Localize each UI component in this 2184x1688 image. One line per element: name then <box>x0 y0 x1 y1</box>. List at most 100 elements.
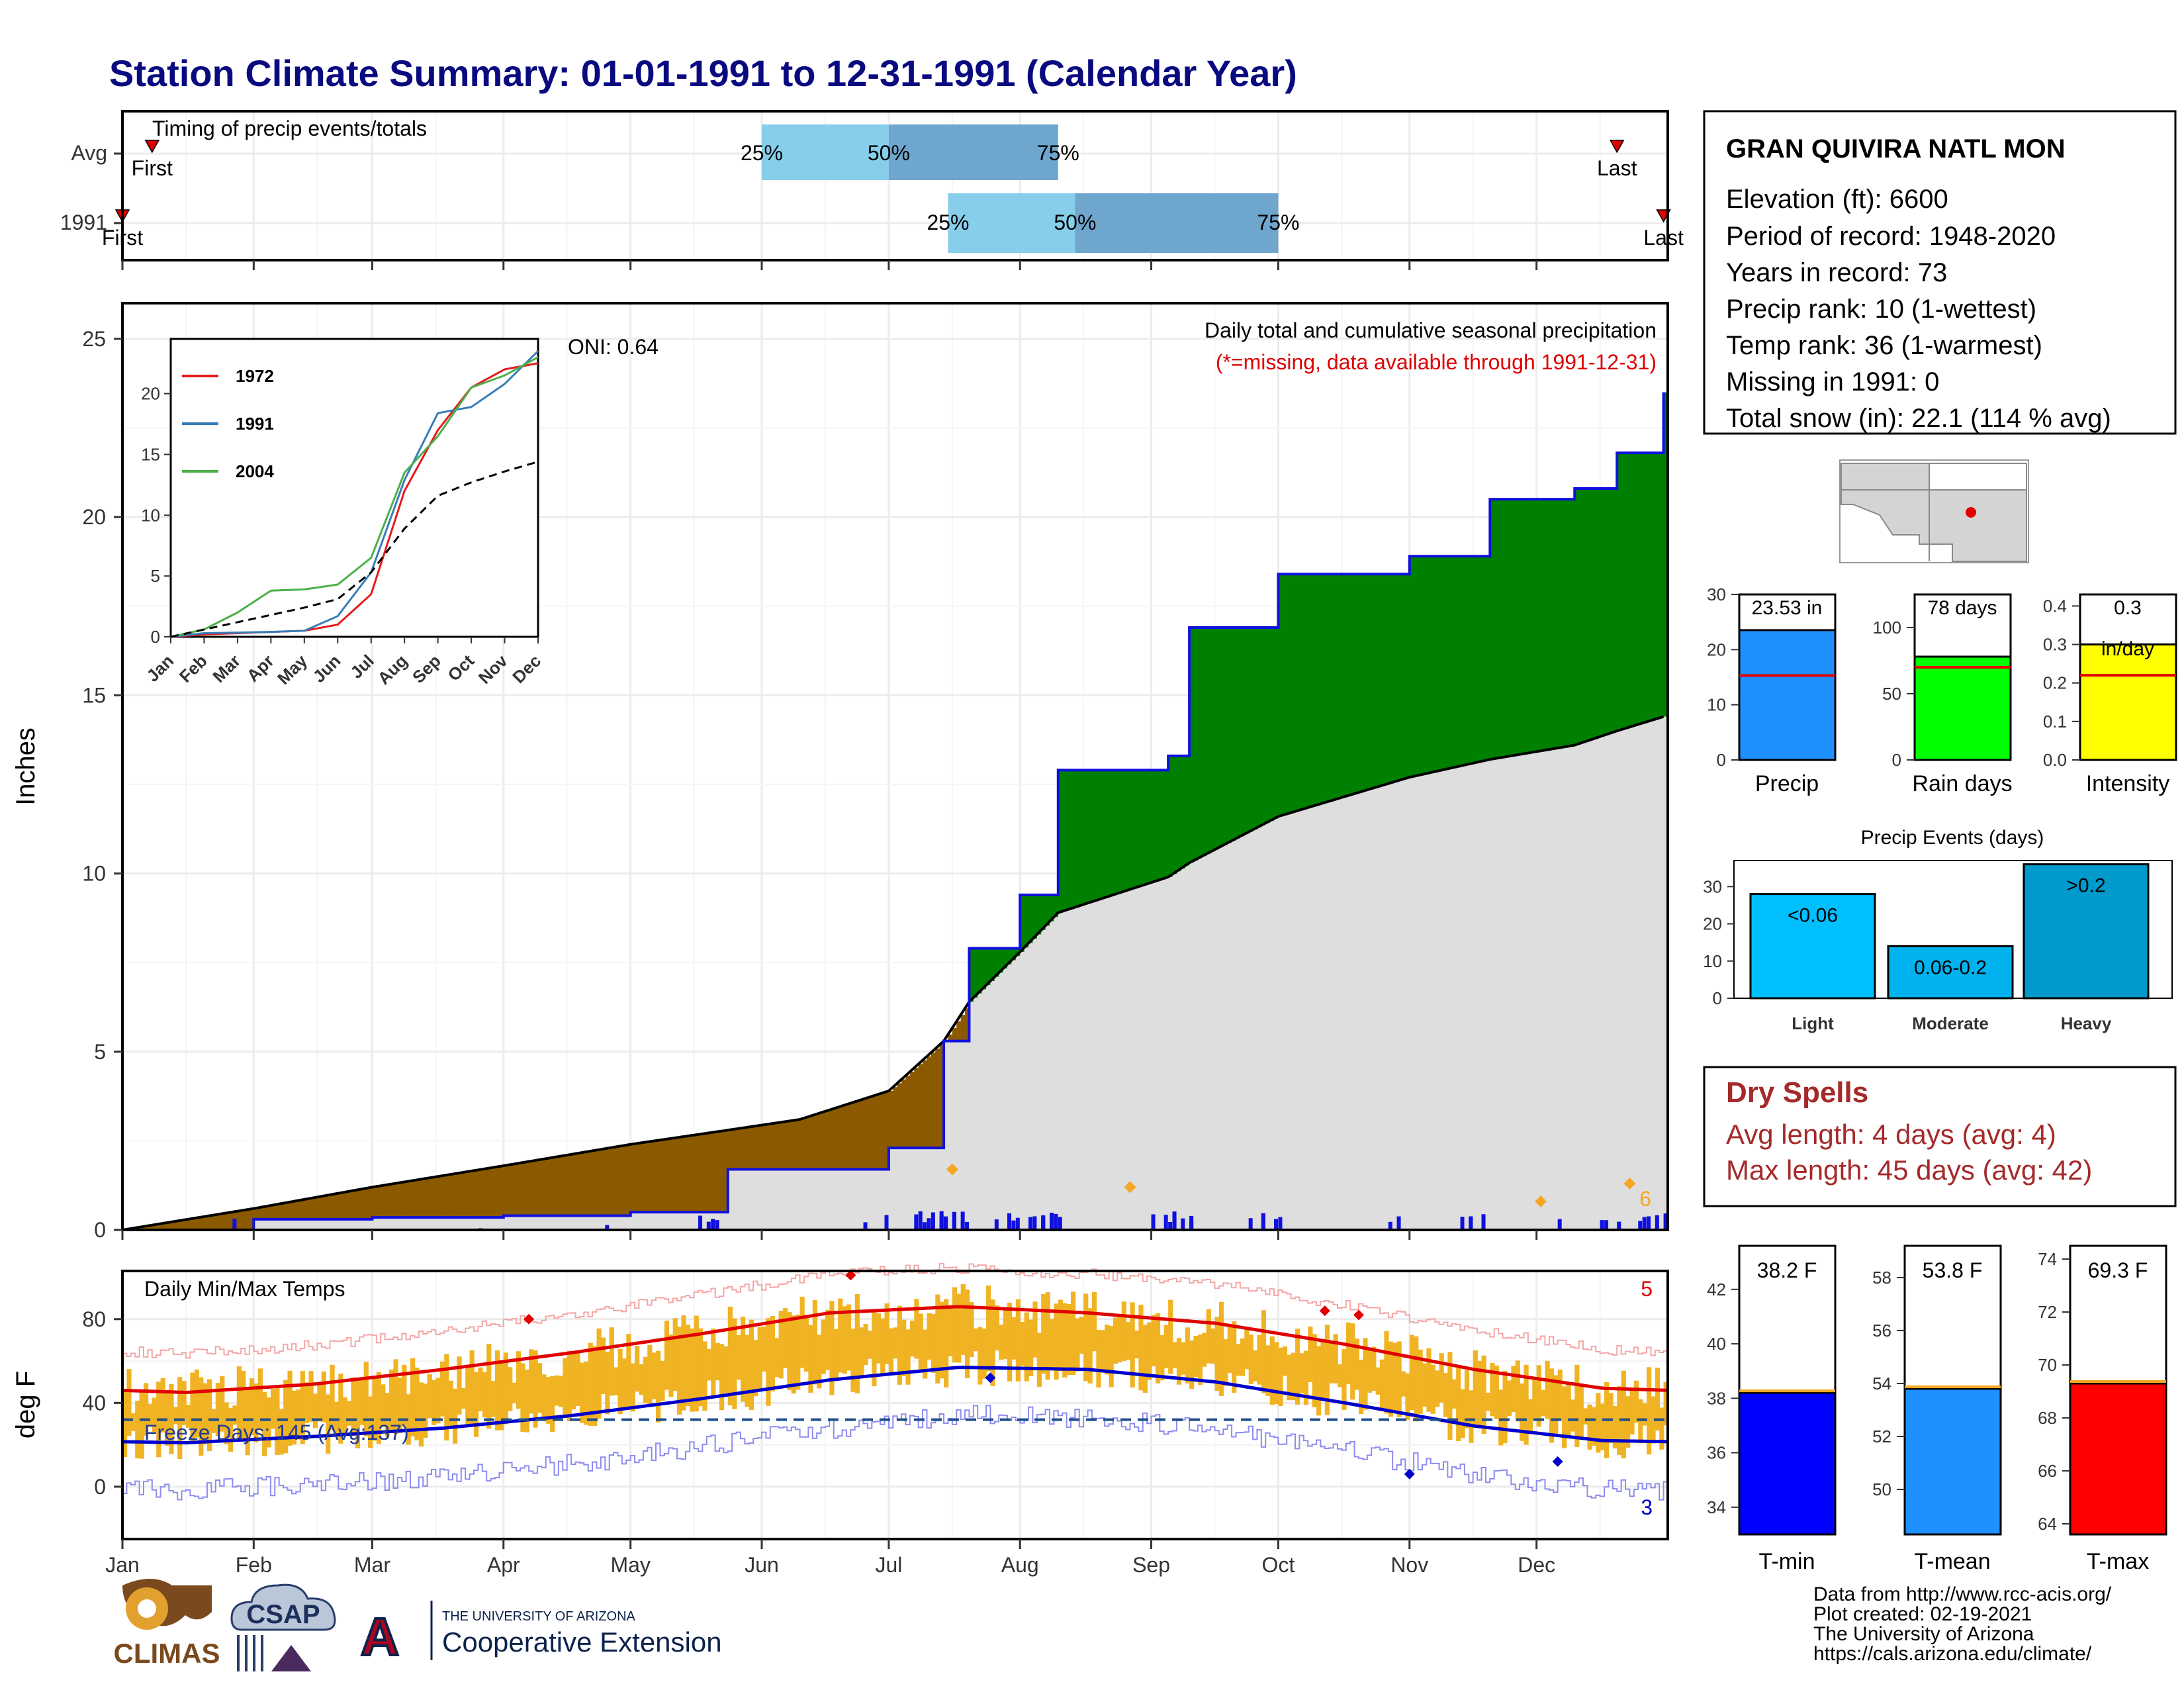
daily-temp-bar <box>1316 1346 1322 1416</box>
daily-precip-bar <box>1181 1218 1185 1230</box>
summary-bar-tick-label: 30 <box>1707 585 1726 604</box>
precip-surplus-area <box>1469 556 1474 765</box>
summary-bar-value-label: 78 days <box>1927 597 1997 619</box>
precip-surplus-area <box>1214 628 1220 850</box>
daily-temp-bar <box>1638 1399 1643 1444</box>
precip-surplus-area <box>1109 770 1114 896</box>
precip-surplus-area <box>1545 499 1550 751</box>
precip-surplus-area <box>1244 628 1250 835</box>
footer-credits: Data from http://www.rcc-acis.org/ Plot … <box>1813 1583 2112 1665</box>
record-marker-icon <box>1552 1456 1563 1467</box>
daily-temp-bar <box>1028 1319 1034 1377</box>
daily-temp-bar <box>330 1364 335 1430</box>
month-label: Sep <box>1132 1553 1170 1577</box>
daily-temp-bar <box>614 1367 619 1395</box>
timing-label: Timing of precip events/totals <box>152 117 427 140</box>
daily-precip-bar <box>1261 1213 1265 1230</box>
daily-temp-bar <box>199 1377 204 1456</box>
precip-deficit-area <box>719 1131 725 1213</box>
daily-precip-bar <box>1388 1221 1392 1230</box>
daily-temp-bar <box>782 1308 788 1368</box>
daily-temp-bar <box>846 1304 852 1371</box>
daily-precip-bar <box>1604 1220 1609 1230</box>
daily-precip-bar <box>706 1221 711 1230</box>
precip-deficit-area <box>206 1216 212 1230</box>
daily-temp-bar <box>432 1380 437 1425</box>
daily-temp-bar <box>397 1378 403 1434</box>
daily-temp-bar <box>1312 1334 1317 1407</box>
precip-deficit-area <box>808 1116 813 1170</box>
daily-temp-bar <box>986 1285 991 1372</box>
daily-temp-bar <box>876 1313 881 1364</box>
precip-deficit-area <box>291 1201 296 1219</box>
dry-spells-box: Dry Spells Avg length: 4 days (avg: 4) M… <box>1703 1066 2177 1207</box>
summary-bar-tick-label: 0.2 <box>2043 673 2067 693</box>
precip-deficit-area <box>803 1118 809 1170</box>
precip-deficit-area <box>245 1209 250 1230</box>
precip-surplus-area <box>1054 894 1059 917</box>
precip-deficit-area <box>190 1219 195 1230</box>
daily-temp-bar <box>635 1346 640 1392</box>
daily-temp-bar <box>872 1311 877 1387</box>
precip-surplus-area <box>1405 574 1410 779</box>
precip-surplus-area <box>1451 556 1457 768</box>
daily-temp-bar <box>1481 1355 1486 1434</box>
timing-last-marker-icon <box>1609 140 1625 154</box>
month-label: Feb <box>236 1553 272 1577</box>
precip-deficit-area <box>757 1125 762 1170</box>
dry-spells-avg: Avg length: 4 days (avg: 4) <box>1726 1119 2056 1150</box>
daily-temp-bar <box>452 1388 458 1444</box>
daily-temp-bar <box>905 1329 911 1385</box>
timing-label-25: 25% <box>927 211 969 234</box>
precip-deficit-area <box>605 1149 610 1216</box>
daily-temp-bar <box>232 1405 238 1425</box>
precip-deficit-area <box>706 1133 711 1213</box>
record-marker-icon <box>1319 1305 1330 1317</box>
precip-deficit-area <box>592 1150 598 1216</box>
precip-ytick-label: 25 <box>82 327 106 351</box>
precip-surplus-area <box>1062 770 1068 912</box>
daily-temp-bar <box>473 1372 479 1437</box>
daily-temp-bar <box>1015 1299 1021 1382</box>
precip-surplus-area <box>1642 453 1647 724</box>
precip-surplus-area <box>1473 556 1478 763</box>
daily-temp-bar <box>1299 1353 1304 1394</box>
timing-label-75: 75% <box>1257 211 1299 234</box>
precip-deficit-area <box>685 1136 690 1213</box>
precip-events-title: Precip Events (days) <box>1861 827 2044 849</box>
temp-bar-tick-label: 70 <box>2038 1355 2057 1375</box>
daily-temp-bar <box>1232 1321 1237 1393</box>
snow-marker-icon <box>1623 1178 1636 1190</box>
dry-spells-max: Max length: 45 days (avg: 42) <box>1726 1154 2092 1186</box>
precip-events-tick-label: 30 <box>1703 876 1722 896</box>
summary-bar-rain-days: 78 days 0 50 100 Rain days <box>1873 593 2013 796</box>
daily-temp-bar <box>1473 1350 1478 1425</box>
daily-precip-bar <box>1663 1213 1668 1230</box>
precip-surplus-area <box>1532 499 1537 753</box>
precip-deficit-area <box>821 1112 826 1170</box>
precip-deficit-area <box>914 1068 919 1149</box>
precip-deficit-area <box>727 1130 733 1170</box>
precip-surplus-area <box>1494 499 1499 759</box>
daily-temp-bar <box>376 1372 382 1444</box>
snow-marker-icon <box>946 1163 958 1176</box>
daily-temp-bar <box>1524 1364 1529 1445</box>
precip-surplus-area <box>1091 770 1097 902</box>
timing-bar-50-75 <box>1075 193 1279 253</box>
daily-temp-bar <box>236 1366 242 1439</box>
daily-temp-bar <box>215 1383 220 1436</box>
daily-temp-bar <box>148 1404 153 1427</box>
daily-temp-bar <box>253 1383 259 1443</box>
temp-bar-tick-label: 72 <box>2038 1302 2057 1322</box>
daily-temp-bar <box>1342 1349 1347 1410</box>
precip-deficit-area <box>664 1139 669 1213</box>
precip-deficit-area <box>457 1173 462 1218</box>
temp-bar-tick-label: 58 <box>1872 1268 1891 1288</box>
daily-temp-bar <box>439 1361 445 1417</box>
daily-temp-bar <box>563 1358 568 1419</box>
temp-bar-tick-label: 38 <box>1707 1388 1726 1408</box>
daily-temp-bar <box>1007 1302 1013 1382</box>
precip-surplus-area <box>1189 628 1195 863</box>
precip-deficit-area <box>749 1127 754 1170</box>
